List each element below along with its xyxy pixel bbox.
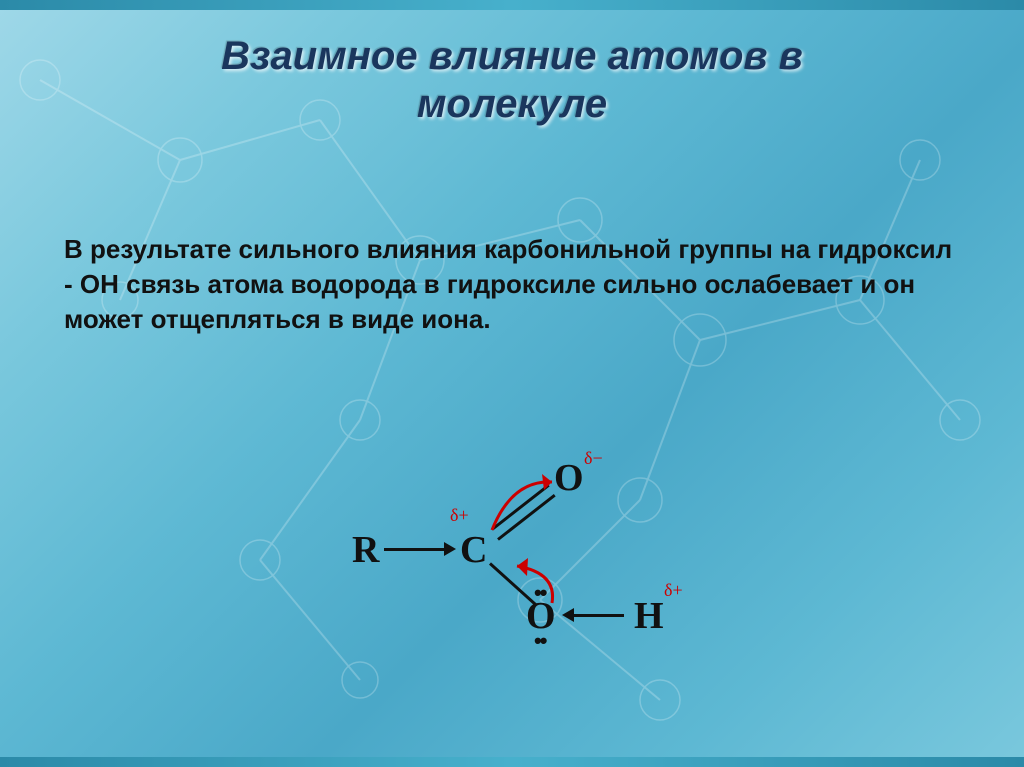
bottom-accent-bar [0, 757, 1024, 767]
slide-body-text: В результате сильного влияния карбонильн… [64, 232, 960, 337]
bond-r-c [384, 548, 444, 551]
electron-shift-arrow-2 [502, 558, 572, 618]
charge-o1: δ− [584, 448, 603, 469]
lone-pair-bottom: •• [534, 628, 545, 654]
carboxylic-acid-structure-diagram: R C δ+ O δ− O •• •• H δ+ [352, 450, 672, 650]
slide-title: Взаимное влияние атомов вмолекуле [0, 32, 1024, 128]
electron-shift-arrow-1 [482, 470, 572, 540]
charge-c: δ+ [450, 505, 469, 526]
arrow-head-r-c [444, 542, 456, 556]
bond-h-o2 [574, 614, 624, 617]
atom-h: H [634, 594, 664, 638]
charge-h: δ+ [664, 580, 683, 601]
atom-r: R [352, 528, 379, 572]
slide: Взаимное влияние атомов вмолекуле В резу… [0, 0, 1024, 767]
top-accent-bar [0, 0, 1024, 10]
